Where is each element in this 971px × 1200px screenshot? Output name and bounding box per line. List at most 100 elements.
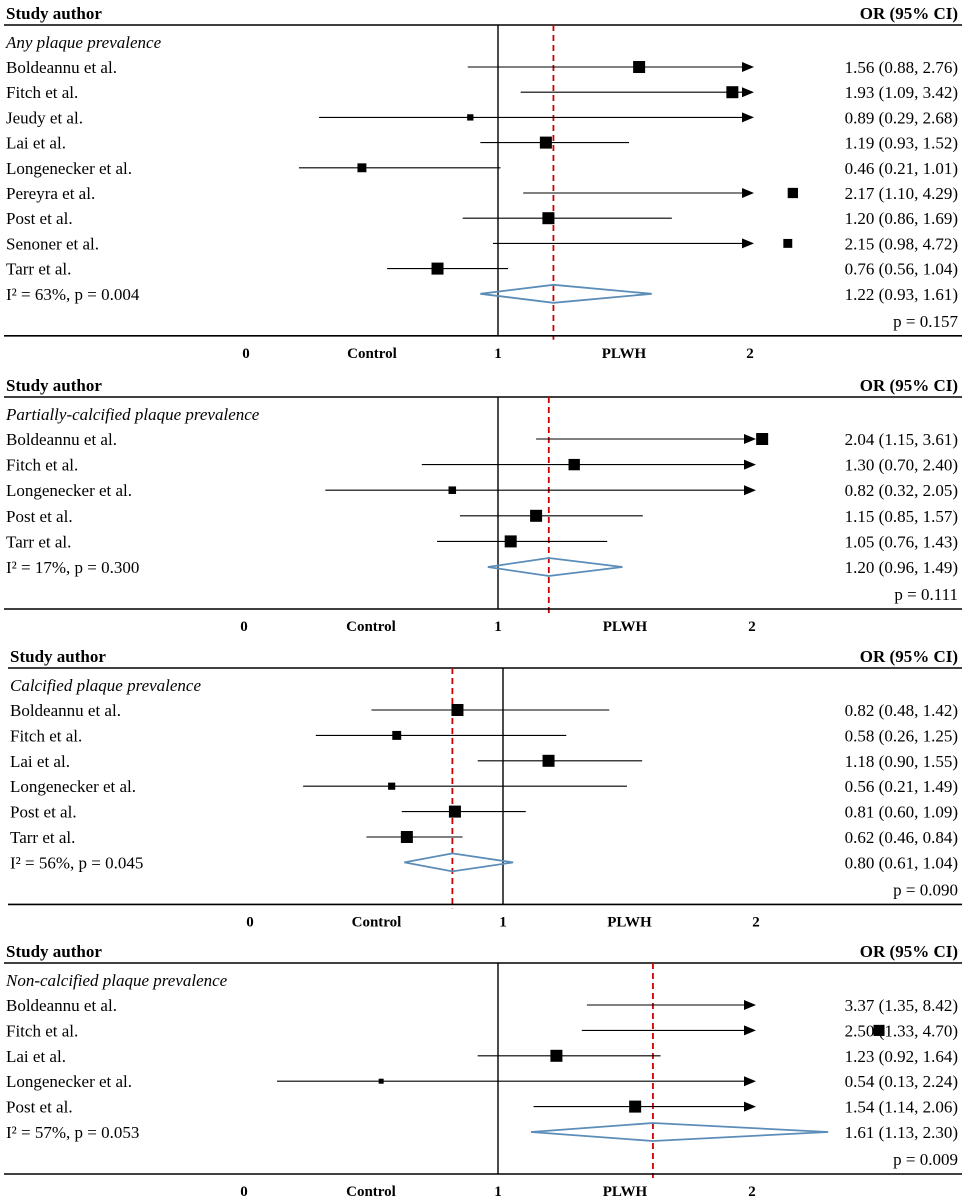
study-row: Longenecker et al. 0.46 (0.21, 1.01)	[6, 159, 958, 178]
p-value: p = 0.090	[893, 880, 958, 899]
heterogeneity-stats: I² = 17%, p = 0.300	[6, 558, 139, 577]
p-value: p = 0.009	[893, 1150, 958, 1169]
ci-arrow	[742, 112, 754, 123]
study-or-ci: 1.05 (0.76, 1.43)	[845, 532, 958, 551]
study-row: Fitch et al. 0.58 (0.26, 1.25)	[10, 726, 958, 745]
study-name: Post et al.	[6, 1098, 73, 1117]
study-row: Lai et al. 1.19 (0.93, 1.52)	[6, 134, 958, 153]
or-marker	[787, 187, 798, 199]
study-row: Fitch et al. 2.50 (1.33, 4.70)	[6, 1021, 958, 1040]
heterogeneity-stats: I² = 57%, p = 0.053	[6, 1123, 139, 1142]
study-row: Jeudy et al. 0.89 (0.29, 2.68)	[6, 108, 958, 127]
study-name: Lai et al.	[10, 752, 70, 771]
or-marker	[504, 535, 517, 548]
study-row: Boldeannu et al. 2.04 (1.15, 3.61)	[6, 430, 958, 449]
header-or-ci: OR (95% CI)	[860, 4, 958, 23]
axis-tick-label: 0	[242, 346, 250, 362]
axis-tick-label: 0	[246, 914, 254, 930]
or-marker	[451, 704, 464, 716]
study-or-ci: 1.56 (0.88, 2.76)	[845, 58, 958, 77]
or-marker	[467, 114, 474, 121]
study-name: Pereyra et al.	[6, 184, 95, 203]
heterogeneity-stats: I² = 63%, p = 0.004	[6, 285, 140, 304]
study-row: Post et al. 1.54 (1.14, 2.06)	[6, 1098, 958, 1117]
study-row: Senoner et al. 2.15 (0.98, 4.72)	[6, 234, 958, 253]
pooled-diamond	[487, 557, 623, 577]
study-row: Lai et al. 1.23 (0.92, 1.64)	[6, 1047, 958, 1066]
forest-panel-4: Study author OR (95% CI) Non-calcified pla…	[4, 942, 962, 1200]
axis-tick-label: 1	[494, 619, 502, 635]
axis-tick-label: 2	[748, 1184, 756, 1200]
x-axis-labels: 0 1 2 Control PLWH	[242, 346, 754, 362]
axis-label-control: Control	[352, 914, 402, 930]
pooled-row: I² = 17%, p = 0.300 1.20 (0.96, 1.49)	[6, 557, 958, 577]
or-marker	[530, 509, 543, 522]
axis-tick-label: 2	[748, 619, 756, 635]
ci-arrow	[744, 1000, 756, 1010]
study-name: Boldeannu et al.	[6, 430, 117, 449]
forest-panel-3: Study author OR (95% CI) Calcified plaque …	[8, 647, 962, 930]
study-row: Post et al. 1.20 (0.86, 1.69)	[6, 209, 958, 228]
study-name: Tarr et al.	[6, 260, 71, 279]
study-name: Boldeannu et al.	[6, 58, 117, 77]
study-name: Fitch et al.	[6, 1021, 78, 1040]
study-name: Lai et al.	[6, 134, 66, 153]
forest-panel-1: Study author OR (95% CI) Any plaque preval…	[4, 4, 962, 362]
study-row: Tarr et al. 0.76 (0.56, 1.04)	[6, 260, 958, 279]
heterogeneity-stats: I² = 56%, p = 0.045	[10, 853, 143, 872]
ci-arrow	[744, 1025, 756, 1036]
study-or-ci: 1.18 (0.90, 1.55)	[845, 752, 958, 771]
or-marker	[392, 730, 402, 740]
study-or-ci: 1.20 (0.86, 1.69)	[845, 209, 958, 228]
study-or-ci: 3.37 (1.35, 8.42)	[845, 996, 958, 1015]
study-name: Post et al.	[10, 803, 77, 822]
axis-label-control: Control	[346, 619, 396, 635]
study-row: Lai et al. 1.18 (0.90, 1.55)	[10, 752, 958, 771]
p-value: p = 0.111	[894, 585, 958, 604]
forest-panel-2: Study author OR (95% CI) Partially-calcifi…	[4, 376, 962, 635]
pooled-row: I² = 57%, p = 0.053 1.61 (1.13, 2.30)	[6, 1122, 958, 1142]
or-marker	[542, 754, 555, 767]
or-marker	[357, 163, 367, 173]
ci-arrow	[744, 1076, 756, 1087]
header-or-ci: OR (95% CI)	[860, 942, 958, 961]
or-marker	[756, 433, 769, 445]
ci-arrow	[742, 238, 754, 249]
study-row: Post et al. 1.15 (0.85, 1.57)	[6, 507, 958, 526]
study-row: Boldeannu et al. 0.82 (0.48, 1.42)	[10, 701, 958, 720]
or-marker	[873, 1024, 885, 1036]
study-or-ci: 0.76 (0.56, 1.04)	[845, 260, 958, 279]
or-marker	[448, 805, 461, 818]
axis-tick-label: 0	[240, 619, 248, 635]
ci-arrow	[742, 87, 754, 98]
study-or-ci: 2.15 (0.98, 4.72)	[845, 234, 958, 253]
or-marker	[568, 458, 580, 471]
or-marker	[388, 782, 396, 790]
study-or-ci: 1.54 (1.14, 2.06)	[845, 1098, 958, 1117]
or-marker	[431, 262, 444, 275]
study-row: Fitch et al. 1.30 (0.70, 2.40)	[6, 456, 958, 475]
or-marker	[633, 61, 646, 73]
ci-arrow	[742, 62, 754, 72]
study-row: Pereyra et al. 2.17 (1.10, 4.29)	[6, 184, 958, 203]
pooled-or-ci: 1.20 (0.96, 1.49)	[845, 558, 958, 577]
study-name: Longenecker et al.	[6, 481, 132, 500]
study-name: Post et al.	[6, 209, 73, 228]
x-axis-labels: 0 1 2 Control PLWH	[246, 914, 760, 930]
pooled-or-ci: 1.61 (1.13, 2.30)	[845, 1123, 958, 1142]
or-marker	[783, 238, 793, 248]
ci-arrow	[744, 459, 756, 470]
study-or-ci: 0.54 (0.13, 2.24)	[845, 1072, 958, 1091]
or-marker	[448, 486, 457, 494]
axis-label-control: Control	[346, 1184, 396, 1200]
axis-label-control: Control	[347, 346, 397, 362]
axis-label-plwh: PLWH	[607, 914, 652, 930]
pooled-row: I² = 56%, p = 0.045 0.80 (0.61, 1.04)	[10, 852, 958, 872]
ci-arrow	[744, 1101, 756, 1112]
or-marker	[550, 1049, 563, 1062]
study-name: Boldeannu et al.	[10, 701, 121, 720]
study-row: Fitch et al. 1.93 (1.09, 3.42)	[6, 83, 958, 102]
study-name: Fitch et al.	[6, 456, 78, 475]
header-study-author: Study author	[6, 942, 102, 961]
